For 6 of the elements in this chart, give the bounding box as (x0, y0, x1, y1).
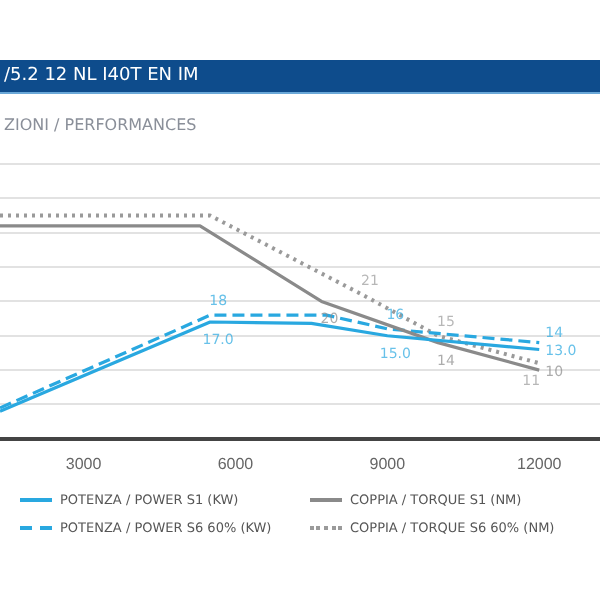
x-tick-label: 12000 (516, 454, 563, 473)
x-tick-label: 9000 (369, 454, 407, 473)
x-tick-label: 3000 (65, 454, 103, 473)
x-tick-label: 6000 (217, 454, 255, 473)
chart-subtitle: ZIONI / PERFORMANCES (4, 116, 197, 134)
chart-title: /5.2 12 NL I40T EN IM (0, 60, 600, 94)
